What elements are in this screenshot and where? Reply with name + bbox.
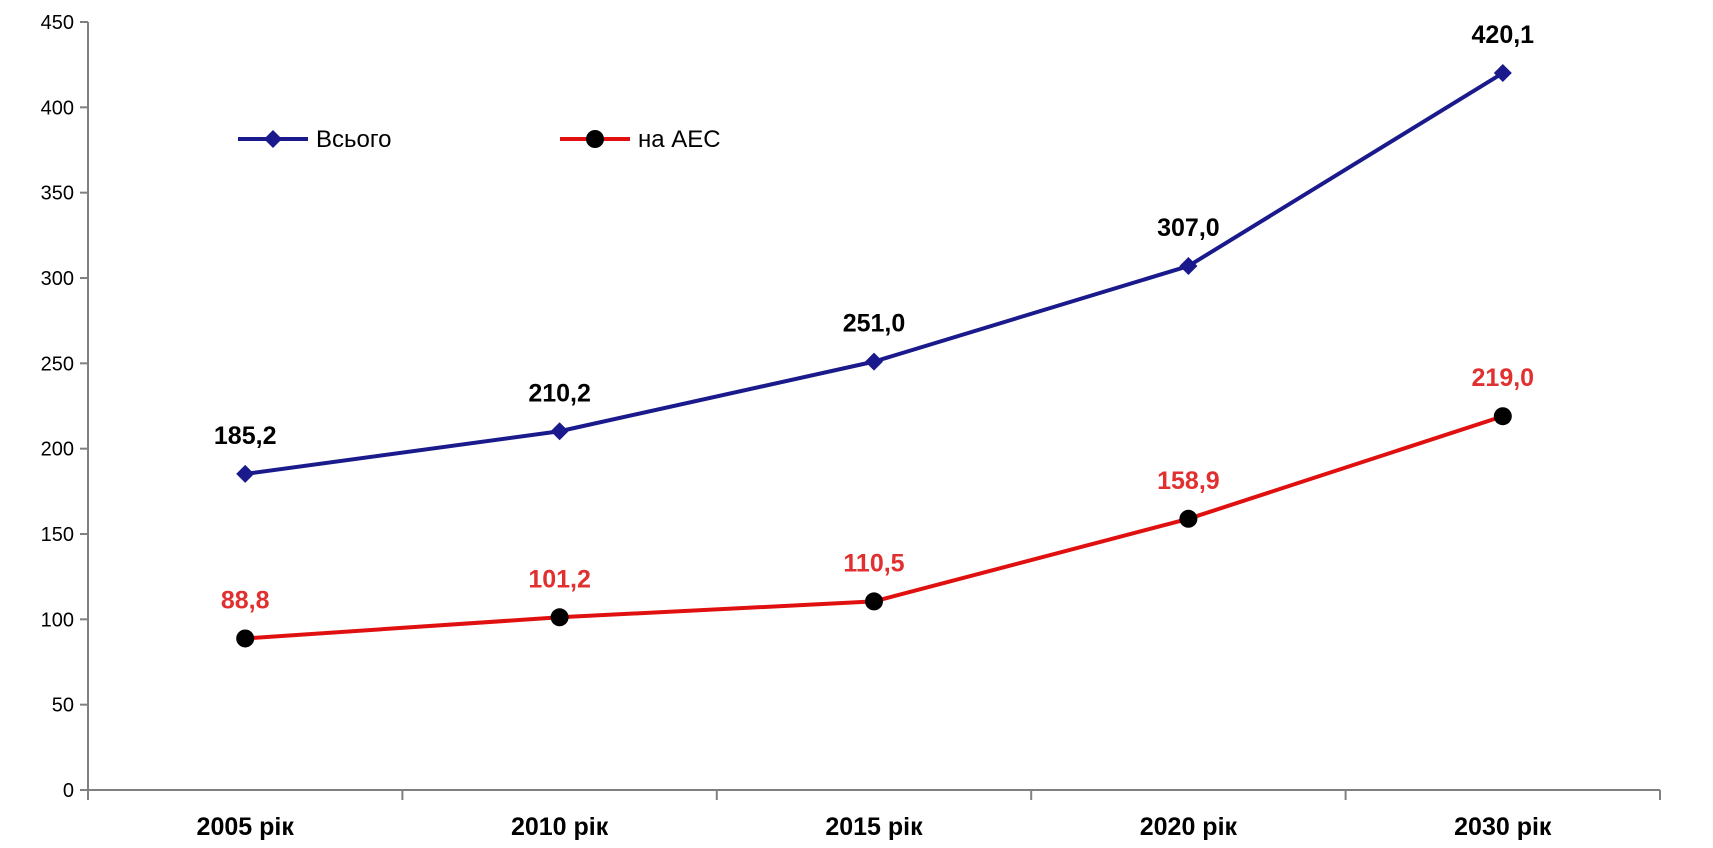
- data-point-circle: [550, 608, 569, 627]
- x-tick-label: 2020 рік: [1140, 813, 1238, 841]
- y-tick-label: 0: [63, 780, 74, 802]
- data-point-diamond: [1179, 257, 1198, 276]
- y-tick-label: 300: [41, 268, 74, 290]
- x-tick-label: 2030 рік: [1454, 813, 1552, 841]
- x-tick-label: 2005 рік: [197, 813, 295, 841]
- y-tick-label: 50: [52, 695, 74, 717]
- data-point-circle: [236, 629, 255, 648]
- data-label: 251,0: [843, 310, 906, 338]
- data-point-circle: [865, 592, 883, 611]
- data-point-diamond: [550, 422, 569, 441]
- data-label: 158,9: [1157, 467, 1220, 495]
- data-point-diamond: [1493, 64, 1512, 83]
- y-tick-label: 250: [41, 353, 74, 375]
- legend-label: Всього: [316, 126, 391, 153]
- x-tick-label: 2015 рік: [825, 813, 923, 841]
- y-tick-label: 150: [41, 524, 74, 546]
- data-point-diamond: [865, 352, 883, 371]
- legend: Всього на АЕС: [238, 126, 721, 153]
- series-lines: [236, 64, 1512, 648]
- legend-diamond-marker: [264, 130, 282, 148]
- y-tick-label: 100: [41, 609, 74, 631]
- data-point-circle: [1493, 407, 1512, 426]
- axes: 0 50 100 150 200 250 300 350 400 450 2005 рік 2010 …: [41, 12, 1661, 841]
- data-labels: 185,2 210,2 251,0 307,0 420,1 88,8 101,2 110,5 1…: [214, 21, 1534, 614]
- legend-label: на АЕС: [638, 126, 721, 153]
- data-label: 101,2: [528, 565, 591, 593]
- data-label: 210,2: [528, 379, 591, 407]
- y-tick-label: 450: [41, 12, 74, 34]
- data-point-diamond: [236, 464, 255, 483]
- data-label: 185,2: [214, 422, 277, 450]
- legend-circle-marker: [586, 130, 604, 148]
- series-line-1: [244, 71, 1504, 476]
- data-label: 307,0: [1157, 214, 1220, 242]
- y-tick-label: 400: [41, 97, 74, 119]
- y-tick-label: 200: [41, 439, 74, 461]
- data-label: 219,0: [1472, 364, 1535, 392]
- x-tick-label: 2010 рік: [511, 813, 609, 841]
- y-tick-label: 350: [41, 183, 74, 205]
- data-point-circle: [1179, 509, 1198, 528]
- data-label: 110,5: [843, 549, 904, 577]
- data-label: 420,1: [1472, 21, 1535, 49]
- data-label: 88,8: [221, 586, 270, 614]
